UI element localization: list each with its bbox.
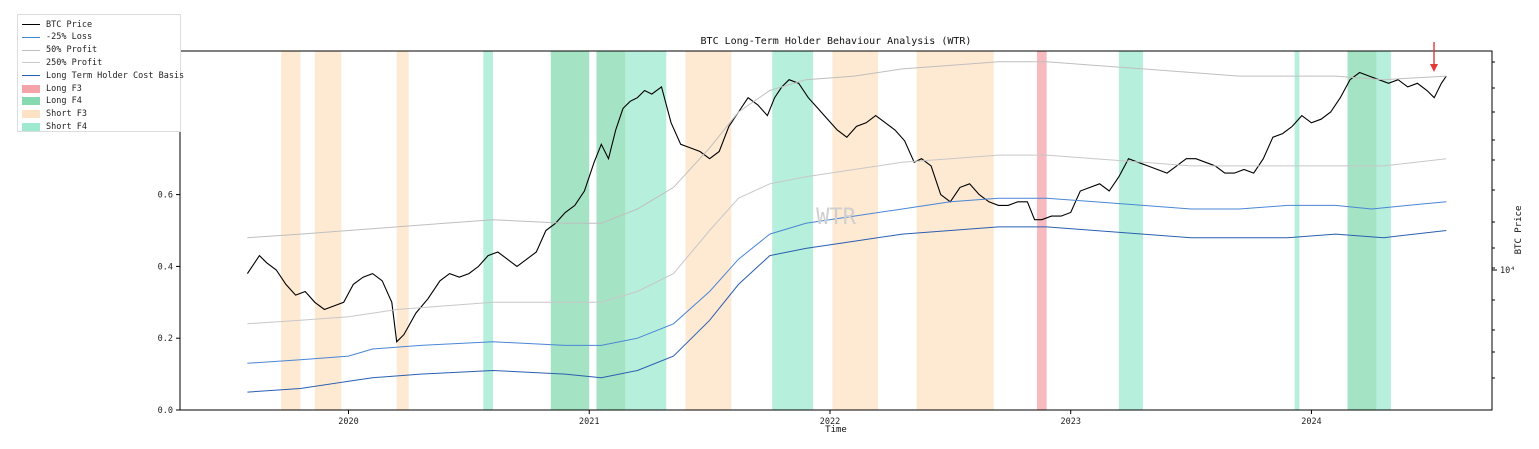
series-25-loss — [247, 197, 1447, 364]
legend-swatch — [22, 36, 40, 38]
legend-item-25-loss: -25% Loss — [22, 31, 92, 44]
legend-item-50-profit: 50% Profit — [22, 44, 97, 57]
legend-item-long-term-holder-cost-basis: Long Term Holder Cost Basis — [22, 69, 184, 82]
right-axis-label: BTC Price — [1514, 206, 1524, 255]
legend-label: -25% Loss — [46, 32, 93, 43]
legend-label: 50% Profit — [46, 45, 98, 56]
plot-frame — [179, 50, 1493, 411]
right-tick-label: 10⁴ — [1500, 266, 1515, 276]
band-short-f3-0 — [281, 51, 301, 410]
band-short-f3-4 — [832, 51, 879, 410]
x-tick-label: 2022 — [820, 417, 840, 427]
latest-marker-arrow — [1430, 42, 1438, 72]
legend-item-long-f4: Long F4 — [22, 95, 82, 108]
legend-label: 250% Profit — [46, 57, 103, 68]
band-short-f4-3 — [1118, 51, 1143, 410]
x-tick-label: 2023 — [1060, 417, 1080, 427]
legend-label: Long F4 — [46, 96, 82, 107]
legend-item-short-f4: Short F4 — [22, 120, 87, 133]
legend-label: BTC Price — [46, 19, 93, 30]
legend-label: Long Term Holder Cost Basis — [46, 70, 185, 81]
legend-swatch — [22, 49, 40, 51]
band-short-f4-5 — [1376, 51, 1391, 410]
band-long-f4-2 — [1347, 51, 1377, 410]
y-tick-label: 0.6 — [158, 191, 173, 201]
legend-swatch — [22, 62, 40, 64]
series-250-profit — [247, 154, 1447, 325]
legend-label: Short F3 — [46, 109, 87, 120]
legend-item-long-f3: Long F3 — [22, 82, 82, 95]
watermark: WTR — [816, 205, 856, 230]
y-tick-label: 0.0 — [158, 406, 173, 416]
series-long-term-holder-cost-basis — [247, 226, 1447, 393]
band-long-f4-0 — [550, 51, 590, 410]
legend-item-short-f3: Short F3 — [22, 108, 87, 121]
legend-label: Short F4 — [46, 121, 87, 132]
band-short-f3-3 — [685, 51, 732, 410]
x-tick-label: 2020 — [338, 417, 358, 427]
band-short-f4-1 — [625, 51, 667, 410]
legend-item-btc-price: BTC Price — [22, 18, 92, 31]
band-short-f4-2 — [772, 51, 814, 410]
band-long-f3-0 — [1037, 51, 1047, 410]
legend: BTC Price -25% Loss 50% Profit 250% Profit L… — [17, 14, 184, 133]
band-short-f3-2 — [396, 51, 409, 410]
legend-swatch — [22, 75, 40, 77]
y-tick-label: 0.2 — [158, 334, 173, 344]
band-long-f4-1 — [596, 51, 626, 410]
legend-item-250-profit: 250% Profit — [22, 56, 102, 69]
band-short-f4-0 — [483, 51, 493, 410]
legend-swatch — [22, 110, 40, 119]
legend-swatch — [22, 24, 40, 25]
legend-swatch — [22, 97, 40, 106]
y-tick-label: 0.4 — [158, 262, 173, 272]
legend-swatch — [22, 122, 40, 131]
band-short-f4-4 — [1294, 51, 1300, 410]
x-axis-label: Time — [825, 425, 847, 435]
legend-label: Long F3 — [46, 83, 82, 94]
series-50-profit — [247, 61, 1447, 239]
lines-layer — [246, 61, 1447, 393]
legend-swatch — [22, 84, 40, 93]
band-short-f3-1 — [314, 51, 342, 410]
x-tick-label: 2024 — [1301, 417, 1321, 427]
series-btc-price — [246, 71, 1447, 343]
chart-title: BTC Long-Term Holder Behaviour Analysis … — [701, 36, 972, 47]
x-tick-label: 2021 — [579, 417, 599, 427]
